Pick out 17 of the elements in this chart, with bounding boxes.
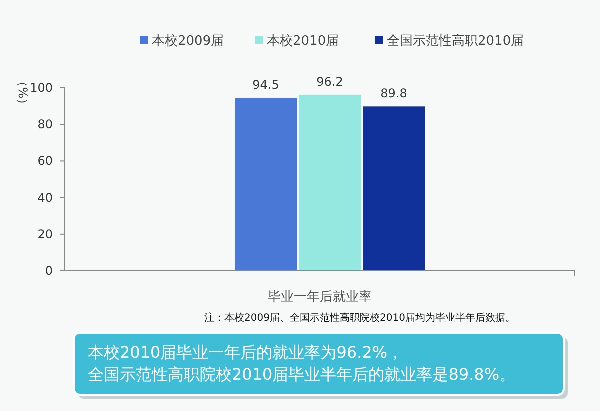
- text: 本校2010届毕业一年后的就业率为96.2%，: [88, 343, 404, 362]
- y-tick-label: 60: [38, 154, 53, 168]
- legend-label: 本校2010届: [267, 34, 340, 49]
- y-tick-label: 40: [38, 190, 53, 205]
- data-label: 96.2: [316, 74, 344, 89]
- y-tick-label: 20: [38, 227, 53, 242]
- text: 注：本校2009届、全国示范性高职院校2010届均为毕业半年后数据。: [204, 312, 516, 324]
- data-label: 89.8: [380, 86, 408, 101]
- x-tick-label: 毕业一年后就业率: [268, 289, 372, 305]
- legend-label: 本校2009届: [152, 34, 224, 49]
- y-tick-label: 0: [45, 264, 53, 278]
- text: 全国示范性高职院校2010届毕业半年后的就业率是89.8%。: [88, 365, 516, 384]
- y-axis-title: （%）: [16, 75, 30, 111]
- legend-label: 全国示范性高职2010届: [387, 33, 524, 49]
- data-label: 94.5: [252, 78, 280, 92]
- y-tick-label: 100: [30, 81, 53, 95]
- y-tick-label: 80: [38, 118, 53, 132]
